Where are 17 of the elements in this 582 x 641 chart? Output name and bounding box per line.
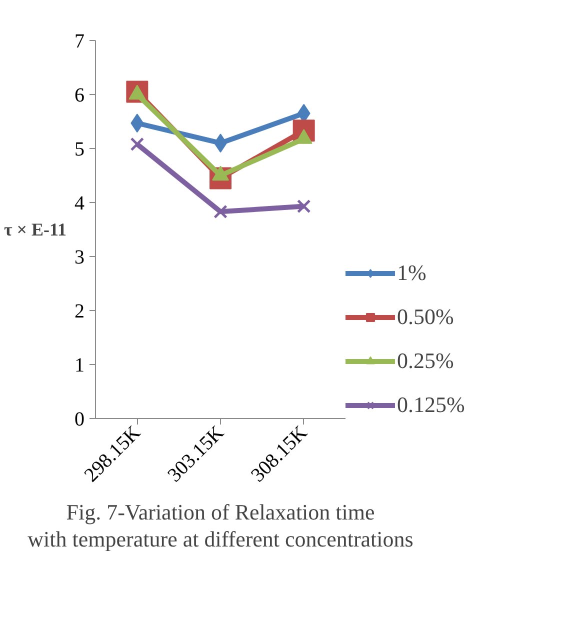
legend-label: 0.125% bbox=[397, 392, 465, 418]
legend-label: 0.25% bbox=[397, 348, 454, 374]
y-tick-label: 7 bbox=[74, 30, 84, 52]
y-tick-label: 5 bbox=[74, 138, 84, 160]
point bbox=[130, 137, 144, 152]
y-axis-title: τ × E-11 bbox=[4, 220, 66, 240]
y-tick-label: 6 bbox=[74, 84, 84, 106]
caption: Fig. 7-Variation of Relaxation time with temperature at different concentrations bbox=[28, 500, 414, 552]
y-tick-label: 1 bbox=[74, 354, 84, 376]
legend-label: 1% bbox=[397, 260, 426, 286]
y-tick-label: 0 bbox=[74, 408, 84, 430]
legend-label: 0.50% bbox=[397, 304, 454, 330]
y-tick-label: 2 bbox=[74, 300, 84, 322]
y-tick-label: 4 bbox=[74, 192, 84, 214]
point bbox=[296, 199, 311, 214]
point bbox=[214, 204, 228, 219]
y-tick-label: 3 bbox=[74, 246, 84, 268]
